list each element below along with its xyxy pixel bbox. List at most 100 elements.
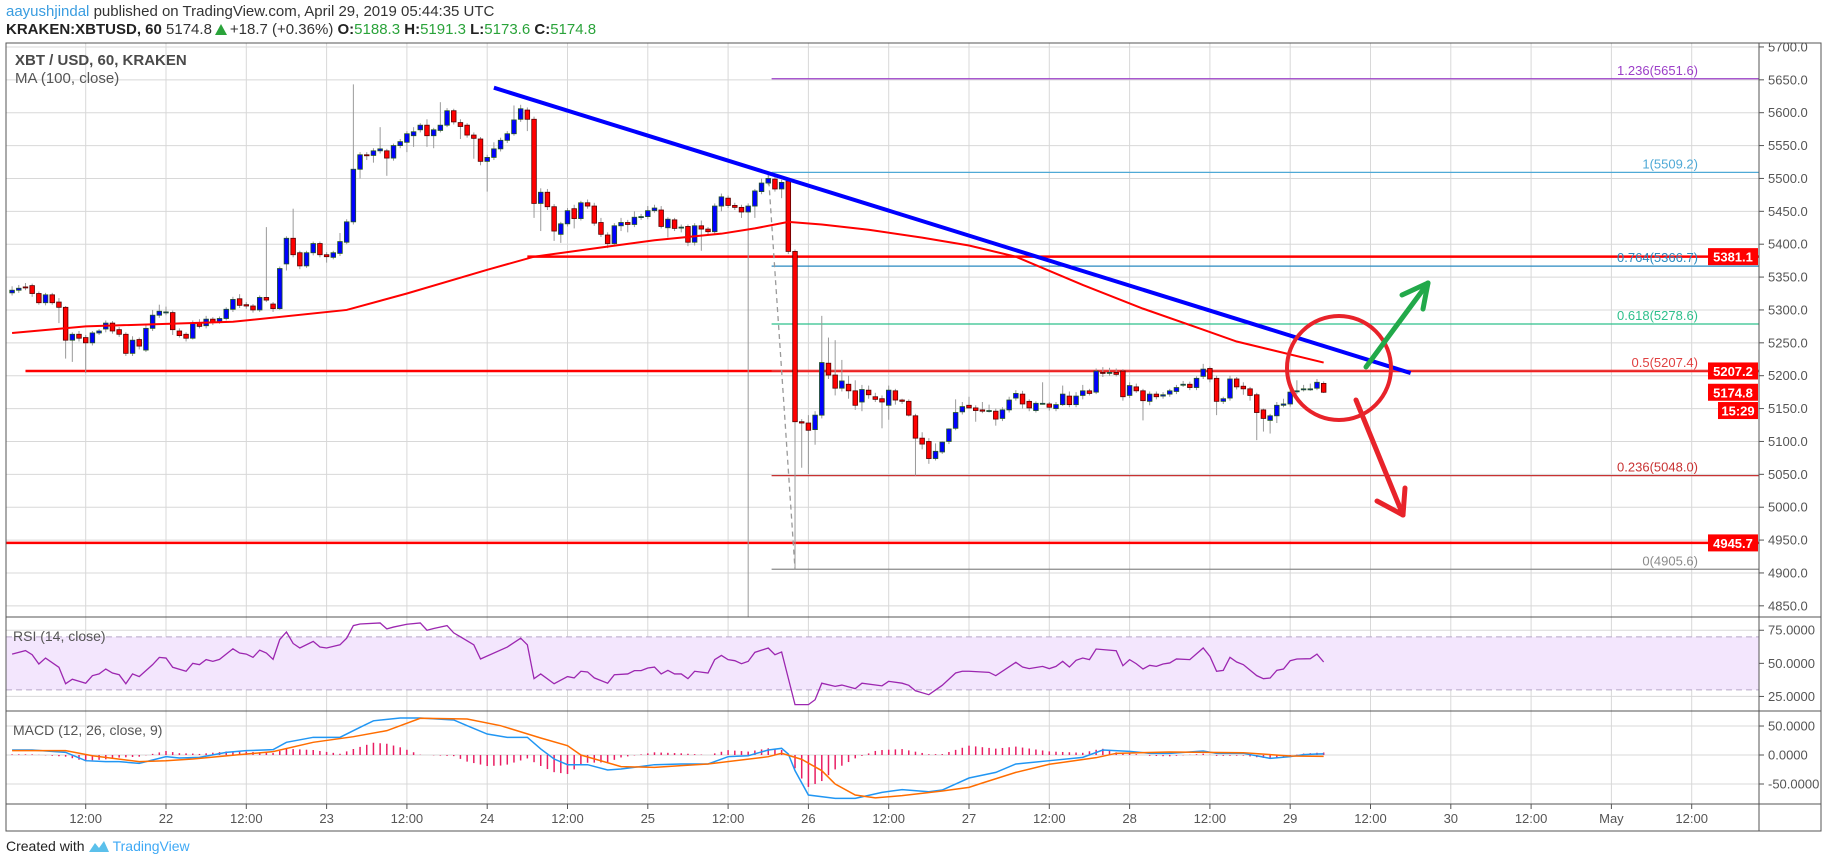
candle[interactable] [1187, 381, 1193, 391]
candle[interactable] [879, 395, 885, 429]
rsi-pane[interactable] [11, 622, 1325, 706]
candle[interactable] [163, 306, 169, 316]
rsi-line[interactable] [11, 622, 1325, 706]
candle[interactable] [906, 399, 912, 417]
candle[interactable] [1220, 396, 1226, 404]
candle[interactable] [36, 291, 42, 305]
candle[interactable] [1039, 382, 1046, 405]
candle[interactable] [1113, 368, 1119, 377]
candle[interactable] [364, 152, 370, 161]
candle[interactable] [283, 236, 290, 271]
candle[interactable] [1086, 388, 1093, 396]
candle[interactable] [1046, 401, 1052, 411]
candle[interactable] [223, 307, 229, 321]
candle[interactable] [22, 282, 29, 291]
candle[interactable] [29, 283, 35, 297]
candle[interactable] [1280, 398, 1287, 408]
candle[interactable] [83, 334, 89, 374]
candle[interactable] [979, 401, 986, 414]
candle[interactable] [303, 250, 310, 268]
candle[interactable] [932, 443, 939, 461]
candle[interactable] [417, 123, 423, 133]
candle[interactable] [625, 219, 631, 233]
candle[interactable] [96, 329, 102, 335]
candle[interactable] [1146, 391, 1153, 406]
candle[interactable] [9, 286, 15, 296]
candle[interactable] [384, 148, 390, 176]
candle[interactable] [892, 388, 899, 405]
candle[interactable] [899, 398, 905, 404]
candle[interactable] [49, 292, 55, 305]
candle[interactable] [725, 195, 731, 209]
candle[interactable] [1193, 376, 1200, 391]
candle[interactable] [1307, 383, 1313, 391]
candle[interactable] [785, 178, 792, 255]
candle[interactable] [1019, 390, 1026, 409]
candle[interactable] [1140, 388, 1146, 421]
candle[interactable] [665, 217, 671, 238]
candle[interactable] [517, 104, 524, 122]
candle[interactable] [263, 227, 270, 303]
candle[interactable] [1160, 392, 1166, 399]
candle[interactable] [1300, 384, 1307, 392]
candle[interactable] [1227, 375, 1233, 401]
candle[interactable] [477, 137, 484, 166]
candle[interactable] [183, 332, 189, 342]
candle[interactable] [350, 84, 357, 225]
candle[interactable] [256, 295, 263, 312]
candle[interactable] [598, 217, 604, 237]
candle[interactable] [1100, 367, 1106, 378]
candle[interactable] [397, 138, 403, 149]
candle[interactable] [832, 340, 838, 396]
candle[interactable] [236, 294, 243, 308]
candle[interactable] [959, 401, 966, 415]
candle[interactable] [143, 324, 149, 353]
candle[interactable] [618, 217, 624, 232]
candle[interactable] [671, 217, 678, 232]
candle[interactable] [571, 204, 577, 229]
candle[interactable] [176, 328, 183, 338]
candle[interactable] [1033, 401, 1039, 413]
candle[interactable] [1294, 380, 1300, 395]
candle[interactable] [491, 142, 497, 161]
candle[interactable] [323, 252, 330, 263]
macd-pane[interactable] [11, 717, 1325, 800]
candle[interactable] [149, 309, 156, 331]
candle[interactable] [1080, 384, 1086, 400]
candle[interactable] [297, 250, 303, 270]
candle[interactable] [504, 131, 510, 143]
candle[interactable] [290, 208, 296, 258]
candle[interactable] [919, 432, 925, 450]
candle[interactable] [1260, 408, 1267, 432]
candle[interactable] [1013, 390, 1019, 401]
candle[interactable] [230, 296, 236, 312]
candle[interactable] [578, 200, 584, 221]
candle[interactable] [651, 204, 658, 213]
candle[interactable] [243, 302, 249, 309]
candle[interactable] [758, 178, 765, 195]
candle[interactable] [1240, 382, 1247, 395]
candle[interactable] [337, 233, 343, 257]
candle[interactable] [685, 224, 691, 247]
bearish-trendline[interactable] [493, 85, 1412, 375]
candle[interactable] [511, 105, 517, 136]
candle[interactable] [1254, 392, 1260, 441]
candle[interactable] [42, 292, 49, 306]
candle[interactable] [404, 131, 410, 153]
candle[interactable] [1314, 378, 1320, 391]
main-pane[interactable]: 1.236(5651.6) 1(5509.2) 0.764(5366.7) 0.618… [6, 63, 1759, 639]
candle[interactable] [1233, 377, 1240, 390]
candle[interactable] [738, 204, 745, 218]
candle[interactable] [1320, 381, 1327, 394]
candle[interactable] [497, 137, 504, 152]
candle[interactable] [1287, 388, 1293, 407]
candle[interactable] [946, 428, 952, 445]
candle[interactable] [1053, 401, 1059, 412]
candle[interactable] [16, 284, 22, 293]
candle[interactable] [89, 330, 96, 346]
candle[interactable] [310, 241, 316, 256]
tradingview-brand-link[interactable]: TradingView [112, 838, 190, 854]
candle[interactable] [886, 385, 892, 420]
candle[interactable] [1200, 363, 1206, 379]
